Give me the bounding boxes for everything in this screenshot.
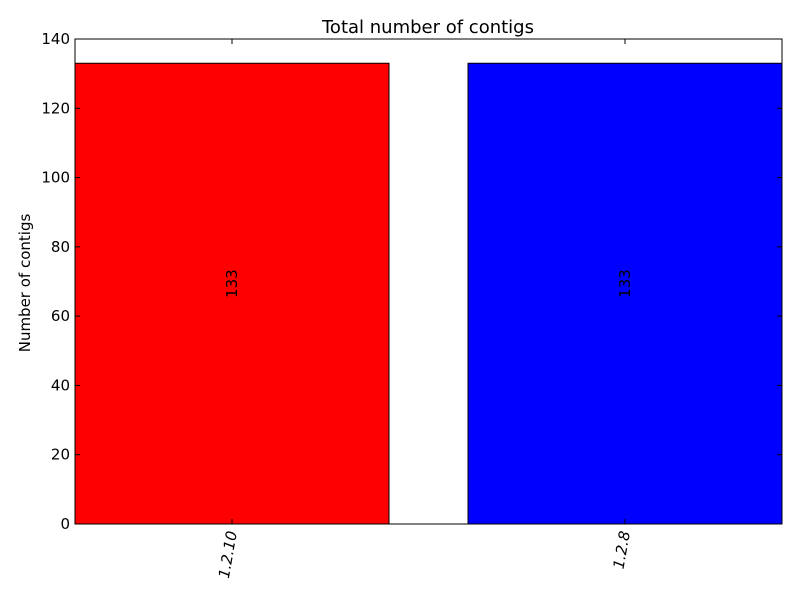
- y-tick-label-20: 20: [51, 446, 70, 464]
- bars-group: 133 133: [74, 62, 783, 525]
- y-tick-label-60: 60: [51, 307, 70, 325]
- y-tick-label-0: 0: [60, 515, 70, 533]
- x-tick-label-1.2.8: 1.2.8: [610, 530, 634, 571]
- plot-area-frame: [74, 38, 783, 525]
- data-label-1.2.10: 133: [223, 269, 241, 298]
- y-tick-label-120: 120: [41, 99, 70, 117]
- y-tick-label-40: 40: [51, 376, 70, 394]
- bar-1.2.8: [467, 62, 783, 525]
- bar-1.2.10: [74, 62, 390, 525]
- data-label-1.2.8: 133: [616, 269, 634, 298]
- y-tick-label-100: 100: [41, 169, 70, 187]
- chart-title: Total number of contigs: [321, 17, 534, 38]
- y-axis-ticks: 0 20 40 60 80 100 120 140: [41, 30, 782, 533]
- y-axis-label: Number of contigs: [16, 214, 34, 353]
- y-tick-label-80: 80: [51, 238, 70, 256]
- y-tick-label-140: 140: [41, 30, 70, 48]
- x-tick-label-1.2.10: 1.2.10: [215, 530, 241, 580]
